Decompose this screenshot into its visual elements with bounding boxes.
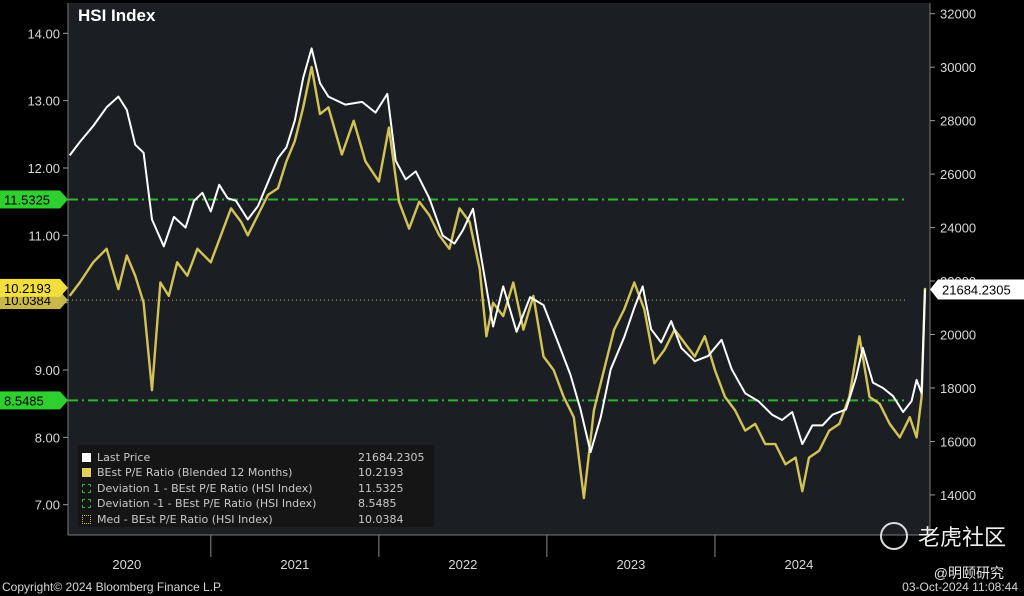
dev-upper-badge-box bbox=[0, 190, 60, 209]
x-tick-label: 2023 bbox=[616, 557, 645, 572]
right-tick-label: 28000 bbox=[940, 114, 976, 129]
x-tick-label: 2020 bbox=[112, 557, 141, 572]
x-axis: 2020 2021 2022 2023 2024 bbox=[68, 534, 930, 572]
left-tick-label: 14.00 bbox=[27, 26, 60, 41]
dev-upper-badge-arrow bbox=[60, 190, 68, 209]
legend-swatch bbox=[82, 499, 91, 508]
pe-last-badge-box bbox=[0, 278, 60, 297]
legend: Last Price 21684.2305 BEst P/E Ratio (Blen… bbox=[78, 445, 434, 527]
legend-label: Deviation -1 - BEst P/E Ratio (HSI Index… bbox=[97, 497, 317, 510]
legend-entry: BEst P/E Ratio (Blended 12 Months) 10.219… bbox=[82, 465, 430, 481]
left-tick-label: 7.00 bbox=[35, 498, 60, 513]
legend-label: Last Price bbox=[97, 450, 151, 464]
legend-swatch bbox=[82, 514, 91, 524]
legend-swatch bbox=[82, 468, 91, 477]
right-tick-label: 24000 bbox=[940, 221, 976, 236]
dev-lower-badge-text: 8.5485 bbox=[4, 393, 44, 408]
legend-label: Med - BEst P/E Ratio (HSI Index) bbox=[97, 512, 273, 526]
dev-lower-badge-box bbox=[0, 391, 60, 410]
price-badge-box bbox=[938, 279, 1024, 300]
author-watermark: @明颐研究 bbox=[933, 565, 1004, 581]
brand-watermark-text: 老虎社区 bbox=[917, 525, 1006, 550]
right-axis: 1400016000180002000022000240002600028000… bbox=[929, 3, 976, 535]
median-badge-arrow bbox=[60, 291, 68, 310]
legend-label: Deviation 1 - BEst P/E Ratio (HSI Index) bbox=[97, 481, 313, 495]
left-tick-label: 11.00 bbox=[28, 228, 60, 243]
x-tick-label: 2024 bbox=[784, 557, 813, 572]
legend-entry: Last Price 21684.2305 bbox=[82, 449, 430, 465]
series-layer bbox=[68, 47, 927, 500]
right-tick-label: 14000 bbox=[940, 488, 976, 503]
right-tick-label: 26000 bbox=[940, 167, 976, 182]
right-tick-label: 20000 bbox=[940, 327, 976, 342]
right-tick-label: 18000 bbox=[940, 381, 976, 396]
copyright-text: Copyright© 2024 Bloomberg Finance L.P. bbox=[2, 580, 223, 594]
legend-value: 11.5325 bbox=[358, 481, 404, 495]
timestamp-text: 03-Oct-2024 11:08:44 bbox=[902, 580, 1018, 594]
legend-label: BEst P/E Ratio (Blended 12 Months) bbox=[97, 466, 293, 479]
legend-value: 21684.2305 bbox=[358, 450, 425, 464]
chart-title: HSI Index bbox=[78, 6, 156, 25]
right-tick-label: 32000 bbox=[940, 7, 976, 22]
tiger-icon bbox=[879, 522, 908, 550]
left-tick-label: 13.00 bbox=[27, 94, 60, 109]
dev-upper-badge-text: 11.5325 bbox=[4, 192, 50, 207]
dev-lower-badge-arrow bbox=[60, 391, 68, 410]
legend-entry: Med - BEst P/E Ratio (HSI Index) 10.0384 bbox=[82, 511, 430, 527]
price-badge-arrow bbox=[930, 279, 938, 300]
pe-ratio-series-line bbox=[68, 65, 927, 500]
last-price-series-line bbox=[68, 47, 926, 454]
pe-last-badge-text: 10.2193 bbox=[4, 281, 51, 296]
legend-swatch bbox=[82, 483, 91, 493]
legend-entry: Deviation 1 - BEst P/E Ratio (HSI Index)… bbox=[82, 480, 430, 496]
x-tick-label: 2022 bbox=[448, 557, 477, 572]
brand-watermark: 老虎社区 bbox=[879, 520, 1006, 552]
left-tick-label: 9.00 bbox=[35, 363, 60, 378]
left-tick-label: 8.00 bbox=[35, 430, 60, 445]
legend-entry: Deviation -1 - BEst P/E Ratio (HSI Index… bbox=[82, 496, 430, 512]
right-tick-label: 16000 bbox=[940, 434, 976, 449]
legend-value: 8.5485 bbox=[358, 497, 397, 510]
legend-value: 10.2193 bbox=[358, 466, 404, 479]
legend-value: 10.0384 bbox=[358, 512, 404, 526]
pe-last-badge-arrow bbox=[60, 278, 68, 297]
price-badge-text: 21684.2305 bbox=[942, 282, 1011, 297]
right-tick-label: 30000 bbox=[940, 60, 976, 75]
legend-swatch bbox=[82, 452, 91, 462]
x-tick-label: 2021 bbox=[280, 557, 309, 572]
left-tick-label: 12.00 bbox=[27, 161, 60, 176]
